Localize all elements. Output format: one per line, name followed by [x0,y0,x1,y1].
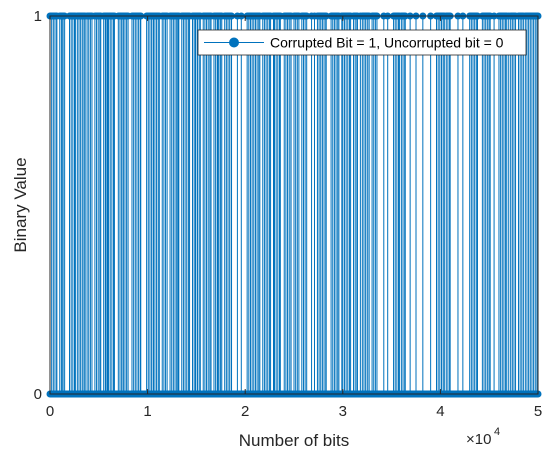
x-axis-label: Number of bits [239,431,350,450]
y-tick-label: 0 [34,386,42,403]
x-exponent-base: ×10 [466,431,491,448]
y-axis-label: Binary Value [11,157,30,252]
x-tick-label: 3 [339,403,347,420]
x-tick-label: 2 [241,403,249,420]
legend-marker-sample [229,37,239,48]
legend: Corrupted Bit = 1, Uncorrupted bit = 0 [197,29,527,56]
x-tick-label: 5 [534,403,542,420]
x-exponent-power: 4 [494,426,500,438]
x-axis-exponent: ×10 4 [466,426,500,448]
y-tick-label: 1 [34,8,42,25]
x-tick-label: 0 [46,403,54,420]
legend-entry: Corrupted Bit = 1, Uncorrupted bit = 0 [270,35,504,51]
y-axis-ticks: 01 [34,8,538,403]
x-axis-ticks: 0 1 2 3 4 5 [46,16,542,420]
plot-frame [49,15,539,395]
x-tick-label: 4 [436,403,444,420]
stem-lines [49,16,539,394]
x-tick-label: 1 [143,403,151,420]
